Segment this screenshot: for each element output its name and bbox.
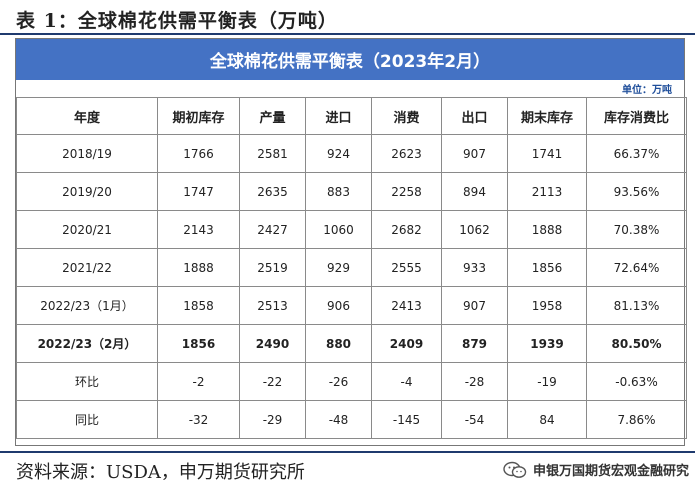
data-cell: -145 [371, 400, 442, 439]
data-cell: 2623 [371, 134, 442, 173]
row-label-cell: 2018/19 [16, 134, 158, 173]
data-cell: 2113 [507, 172, 587, 211]
row-label-cell: 2022/23（2月） [16, 324, 158, 363]
table-row: 2021/22 1888 2519 929 2555 933 1856 72.64% [16, 248, 687, 287]
data-cell: 1741 [507, 134, 587, 173]
data-cell: -2 [157, 362, 240, 401]
header-cell: 进口 [305, 97, 372, 135]
data-cell: 2409 [371, 324, 442, 363]
data-cell: 2682 [371, 210, 442, 249]
data-cell: 2519 [239, 248, 306, 287]
header-cell: 年度 [16, 97, 158, 135]
data-cell: 907 [441, 134, 508, 173]
balance-table: 年度 期初库存 产量 进口 消费 出口 期末库存 库存消费比 2018/19 17… [16, 97, 687, 439]
data-cell: 1856 [507, 248, 587, 287]
data-cell: 924 [305, 134, 372, 173]
data-cell: -26 [305, 362, 372, 401]
row-label-cell: 2019/20 [16, 172, 158, 211]
data-cell: 2413 [371, 286, 442, 325]
data-cell: 1060 [305, 210, 372, 249]
data-cell: 93.56% [586, 172, 687, 211]
data-cell: 883 [305, 172, 372, 211]
data-cell: 7.86% [586, 400, 687, 439]
brand-text: 申银万国期货宏观金融研究 [532, 464, 689, 479]
header-cell: 出口 [441, 97, 508, 135]
header-cell: 期末库存 [507, 97, 587, 135]
data-cell: 80.50% [586, 324, 687, 363]
row-label-cell: 同比 [16, 400, 158, 439]
table-row: 环比 -2 -22 -26 -4 -28 -19 -0.63% [16, 362, 687, 401]
data-cell: 1766 [157, 134, 240, 173]
table-frame: 全球棉花供需平衡表（2023年2月） 单位：万吨 年度 期初库存 产量 进口 消… [15, 38, 687, 446]
data-cell: -29 [239, 400, 306, 439]
brand-watermark: 申银万国期货宏观金融研究 [503, 460, 689, 479]
data-cell: 1856 [157, 324, 240, 363]
data-cell: 880 [305, 324, 372, 363]
data-cell: 2513 [239, 286, 306, 325]
data-cell: -32 [157, 400, 240, 439]
table-row: 2020/21 2143 2427 1060 2682 1062 1888 70.38% [16, 210, 687, 249]
data-cell: 66.37% [586, 134, 687, 173]
data-cell: 84 [507, 400, 587, 439]
table-caption: 表 1：全球棉花供需平衡表（万吨） [16, 10, 338, 32]
data-cell: 2555 [371, 248, 442, 287]
table-banner-title: 全球棉花供需平衡表（2023年2月） [16, 39, 684, 80]
data-cell: 894 [441, 172, 508, 211]
data-cell: 1747 [157, 172, 240, 211]
data-cell: 879 [441, 324, 508, 363]
row-label-cell: 2021/22 [16, 248, 158, 287]
row-label-cell: 环比 [16, 362, 158, 401]
data-cell: 2581 [239, 134, 306, 173]
data-cell: -48 [305, 400, 372, 439]
data-cell: -0.63% [586, 362, 687, 401]
data-cell: 2427 [239, 210, 306, 249]
data-cell: -54 [441, 400, 508, 439]
data-cell: 1888 [507, 210, 587, 249]
row-label-cell: 2022/23（1月） [16, 286, 158, 325]
data-cell: 1939 [507, 324, 587, 363]
data-cell: 929 [305, 248, 372, 287]
unit-label: 单位：万吨 [622, 85, 672, 96]
data-cell: -22 [239, 362, 306, 401]
wechat-icon [503, 461, 527, 478]
data-cell: -19 [507, 362, 587, 401]
header-cell: 库存消费比 [586, 97, 687, 135]
data-cell: 2635 [239, 172, 306, 211]
data-cell: 1888 [157, 248, 240, 287]
source-note: 资料来源：USDA，申万期货研究所 [16, 462, 305, 483]
data-cell: 2143 [157, 210, 240, 249]
data-cell: 933 [441, 248, 508, 287]
table-row: 2018/19 1766 2581 924 2623 907 1741 66.37% [16, 134, 687, 173]
data-cell: -4 [371, 362, 442, 401]
data-cell: 907 [441, 286, 508, 325]
table-row: 2022/23（2月） 1856 2490 880 2409 879 1939 80.50% [16, 324, 687, 363]
header-row: 年度 期初库存 产量 进口 消费 出口 期末库存 库存消费比 [16, 97, 687, 135]
data-cell: 1958 [507, 286, 587, 325]
data-cell: 1858 [157, 286, 240, 325]
data-cell: -28 [441, 362, 508, 401]
table-row: 同比 -32 -29 -48 -145 -54 84 7.86% [16, 400, 687, 439]
data-cell: 72.64% [586, 248, 687, 287]
top-rule [0, 33, 695, 35]
data-cell: 906 [305, 286, 372, 325]
data-cell: 2490 [239, 324, 306, 363]
data-cell: 2258 [371, 172, 442, 211]
header-cell: 期初库存 [157, 97, 240, 135]
header-cell: 消费 [371, 97, 442, 135]
row-label-cell: 2020/21 [16, 210, 158, 249]
table-row: 2019/20 1747 2635 883 2258 894 2113 93.56% [16, 172, 687, 211]
table-row: 2022/23（1月） 1858 2513 906 2413 907 1958 81.13% [16, 286, 687, 325]
data-cell: 70.38% [586, 210, 687, 249]
bottom-rule [0, 451, 695, 453]
header-cell: 产量 [239, 97, 306, 135]
data-cell: 81.13% [586, 286, 687, 325]
data-cell: 1062 [441, 210, 508, 249]
